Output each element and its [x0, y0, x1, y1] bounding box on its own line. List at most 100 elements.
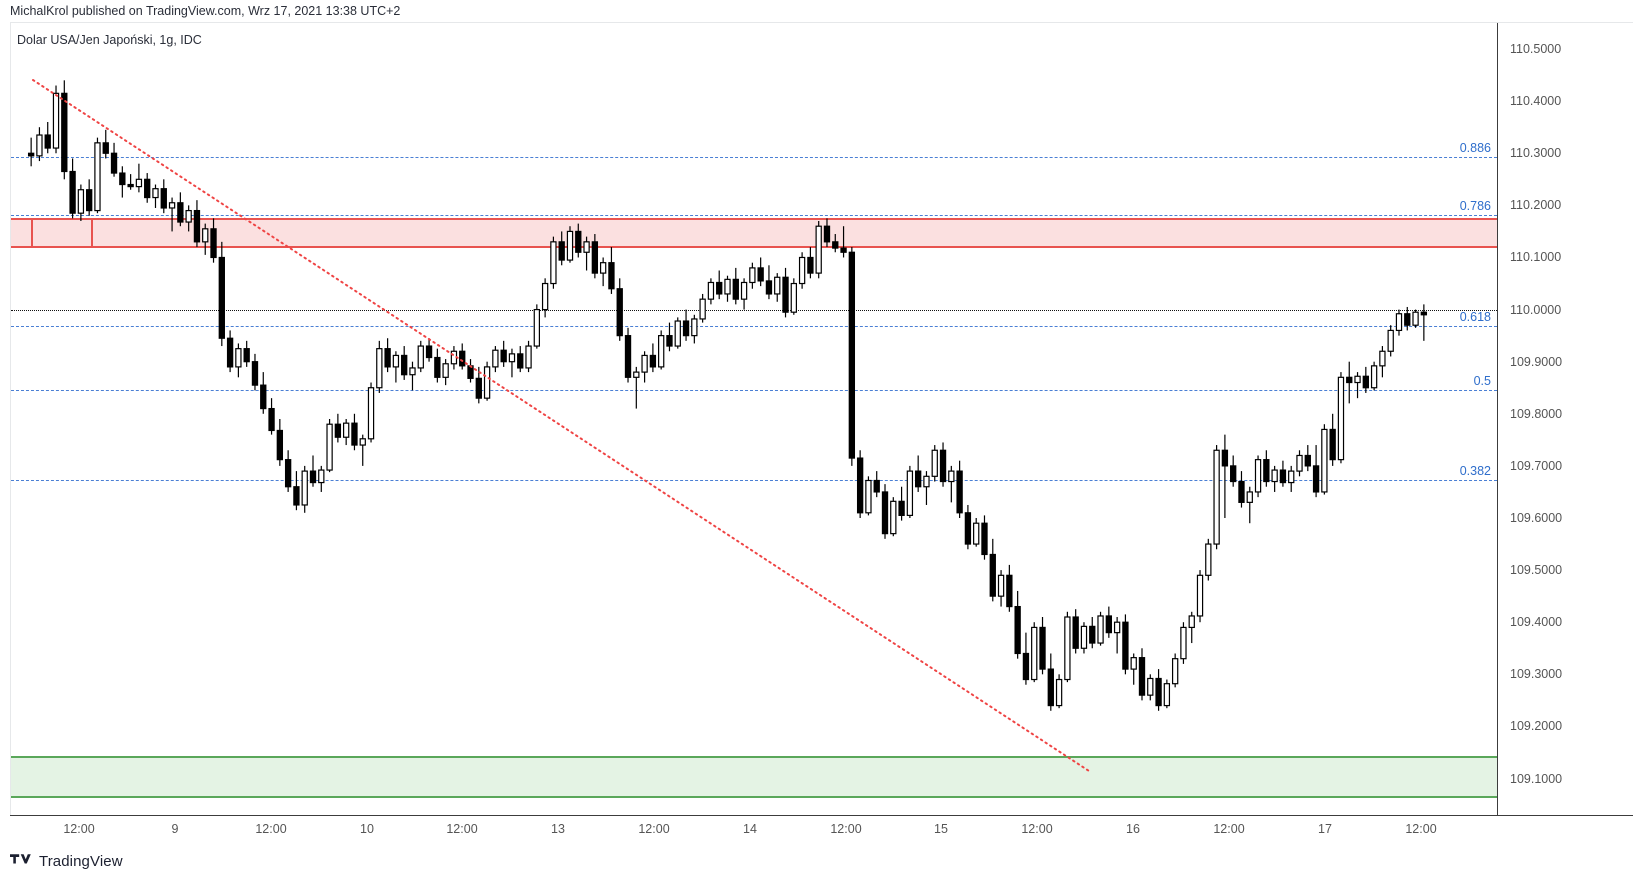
- candlestick: [61, 80, 68, 180]
- candlestick: [1221, 434, 1229, 518]
- fib-level-line[interactable]: [11, 480, 1497, 482]
- candlestick: [964, 504, 972, 550]
- candlestick: [873, 471, 880, 498]
- candlestick: [1047, 653, 1054, 711]
- fib-level-line[interactable]: [11, 326, 1497, 328]
- candlestick: [326, 419, 333, 473]
- fib-level-line[interactable]: [11, 214, 1497, 216]
- candlestick: [948, 465, 955, 503]
- tradingview-logo-icon: [10, 854, 32, 868]
- candlestick: [1089, 617, 1096, 649]
- price-tick-label: 109.5000: [1510, 563, 1563, 578]
- candlestick: [782, 267, 789, 318]
- candlestick: [823, 218, 831, 248]
- candlestick: [840, 226, 847, 258]
- candlestick: [716, 270, 723, 300]
- resistance-zone[interactable]: [11, 218, 1497, 249]
- candlestick: [550, 236, 557, 289]
- candlestick: [1113, 617, 1121, 654]
- candlestick: [566, 226, 574, 263]
- candlestick: [1097, 611, 1104, 646]
- symbol-legend: Dolar USA/Jen Japoński, 1g, IDC: [17, 33, 202, 47]
- price-tick-label: 109.7000: [1510, 458, 1563, 473]
- candlestick: [1130, 653, 1137, 685]
- candlestick: [624, 327, 632, 383]
- trendline-drawing[interactable]: [11, 23, 1497, 815]
- candlestick: [1263, 450, 1270, 487]
- support-zone[interactable]: [11, 756, 1497, 798]
- candlestick: [881, 484, 889, 539]
- candlestick: [276, 419, 284, 466]
- chart-plot-area[interactable]: Dolar USA/Jen Japoński, 1g, IDC 0.886 0.7…: [10, 23, 1497, 815]
- candlestick: [682, 309, 690, 341]
- candlestick: [956, 460, 963, 518]
- candlestick: [1379, 346, 1386, 378]
- candlestick: [856, 450, 864, 518]
- candlestick: [1238, 471, 1245, 508]
- candlestick: [989, 538, 996, 602]
- candlestick: [442, 359, 449, 386]
- candlestick: [1412, 309, 1419, 328]
- candlestick: [177, 192, 184, 227]
- fib-level-label: 0.382: [1459, 464, 1491, 479]
- candlestick: [616, 278, 623, 341]
- round-number-level-line: [11, 309, 1497, 311]
- candlestick: [1296, 450, 1303, 477]
- candlestick: [144, 173, 151, 203]
- candlestick: [168, 197, 176, 232]
- fib-level-line[interactable]: [11, 157, 1497, 159]
- candlestick: [533, 304, 541, 349]
- candlestick: [119, 166, 126, 198]
- candlestick: [517, 346, 524, 373]
- fib-level-label: 0.786: [1459, 198, 1491, 213]
- tradingview-wordmark: TradingView: [39, 852, 123, 870]
- candlestick: [284, 450, 292, 492]
- candlestick: [218, 241, 225, 347]
- price-tick-label: 109.1000: [1510, 771, 1563, 786]
- candlestick: [417, 340, 424, 373]
- candlestick: [1288, 465, 1295, 492]
- candlestick: [1420, 304, 1428, 341]
- candlestick: [890, 497, 897, 537]
- candlestick: [367, 382, 375, 443]
- candlestick: [1006, 564, 1013, 612]
- price-tick-label: 110.3000: [1510, 146, 1562, 161]
- candlestick: [301, 465, 308, 513]
- candlestick: [765, 265, 773, 300]
- candlestick: [997, 570, 1005, 607]
- candlestick: [608, 247, 615, 294]
- time-tick-label: 12:00: [1021, 822, 1053, 836]
- candlestick: [1246, 486, 1253, 524]
- candlestick: [44, 122, 51, 154]
- candlestick: [483, 361, 491, 401]
- candlestick: [459, 343, 466, 370]
- candlestick: [1387, 325, 1394, 357]
- candlestick: [774, 273, 781, 302]
- time-tick-label: 9: [171, 822, 179, 836]
- fib-level-line[interactable]: [11, 390, 1497, 392]
- time-scale-axis[interactable]: 12:00 9 12:00 10 12:00 13 12:00 14 12:00 15 12:00 1…: [10, 815, 1633, 843]
- candlestick: [649, 343, 657, 373]
- resistance-zone-handle[interactable]: [31, 218, 93, 249]
- price-tick-label: 110.1000: [1510, 250, 1562, 265]
- candlestick: [981, 515, 988, 560]
- candlestick: [425, 338, 433, 362]
- fib-level-label: 0.618: [1459, 310, 1491, 325]
- candlestick: [1271, 465, 1278, 492]
- candlestick: [1031, 622, 1038, 683]
- candlestick: [674, 317, 681, 349]
- candlestick: [1022, 632, 1030, 685]
- candlestick: [583, 236, 590, 271]
- candlestick: [434, 348, 441, 383]
- candlestick: [52, 85, 60, 154]
- candlestick: [152, 184, 159, 208]
- attribution-header: MichalKrol published on TradingView.com,…: [0, 0, 1633, 22]
- candlestick: [36, 127, 43, 162]
- candlestick: [384, 338, 391, 373]
- candlestick: [815, 221, 822, 279]
- price-scale-axis[interactable]: 110.5000 110.4000 110.3000 110.2000 110.1000…: [1497, 23, 1633, 815]
- candlestick: [1346, 361, 1353, 404]
- candlestick: [1404, 306, 1411, 331]
- time-tick-label: 17: [1318, 822, 1332, 836]
- candlestick: [1304, 445, 1311, 472]
